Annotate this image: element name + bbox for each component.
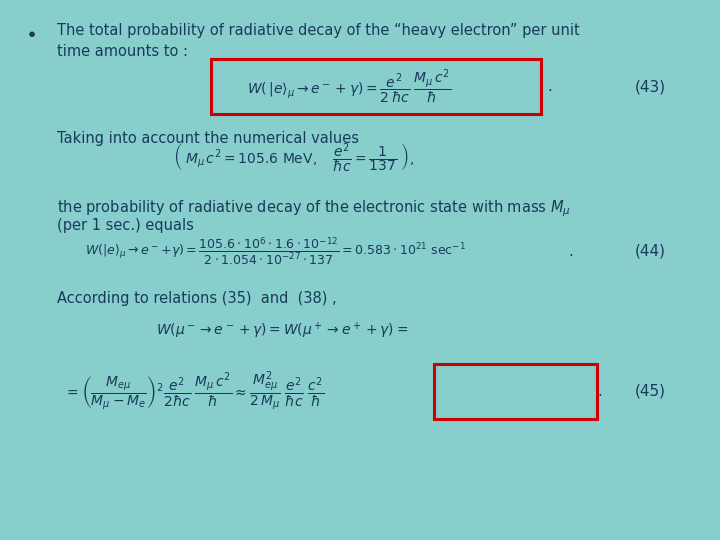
Text: Taking into account the numerical values: Taking into account the numerical values [57, 131, 359, 146]
Text: (44): (44) [635, 244, 666, 259]
Text: (per 1 sec.) equals: (per 1 sec.) equals [57, 218, 194, 233]
Text: the probability of radiative decay of the electronic state with mass $M_{\mu}$: the probability of radiative decay of th… [57, 198, 571, 219]
Text: $W(\mu^- \to e^- + \gamma) = W(\mu^+ \to e^+ + \gamma) =$: $W(\mu^- \to e^- + \gamma) = W(\mu^+ \to… [156, 321, 408, 341]
Text: $\left(\; M_{\mu}\,c^2 = 105.6\ \mathrm{MeV},\quad \dfrac{e^2}{\hbar c} = \dfrac: $\left(\; M_{\mu}\,c^2 = 105.6\ \mathrm{… [174, 141, 415, 176]
Text: (45): (45) [635, 384, 666, 399]
Text: .: . [598, 384, 603, 399]
Text: $\bullet$: $\bullet$ [25, 23, 36, 42]
Text: $W(\,|e\rangle_{\mu} \to e^- + \gamma) = \dfrac{e^2}{2\,\hbar c}\;\dfrac{M_{\mu}: $W(\,|e\rangle_{\mu} \to e^- + \gamma) =… [248, 68, 452, 106]
Text: time amounts to :: time amounts to : [57, 44, 188, 59]
Text: $W(|e\rangle_{\mu} \to e^- \!+\! \gamma) = \dfrac{105.6 \cdot 10^6 \cdot 1.6 \cd: $W(|e\rangle_{\mu} \to e^- \!+\! \gamma)… [85, 235, 467, 267]
Text: The total probability of radiative decay of the “heavy electron” per unit: The total probability of radiative decay… [57, 23, 580, 38]
Text: According to relations (35)  and  (38) ,: According to relations (35) and (38) , [57, 291, 337, 306]
Text: .: . [547, 79, 552, 94]
Text: .: . [568, 244, 573, 259]
Text: (43): (43) [635, 79, 666, 94]
Text: $= \left(\dfrac{M_{e\mu}}{M_{\mu} - M_{e}}\right)^{2} \dfrac{e^2}{2\hbar c}\;\df: $= \left(\dfrac{M_{e\mu}}{M_{\mu} - M_{e… [64, 369, 324, 413]
